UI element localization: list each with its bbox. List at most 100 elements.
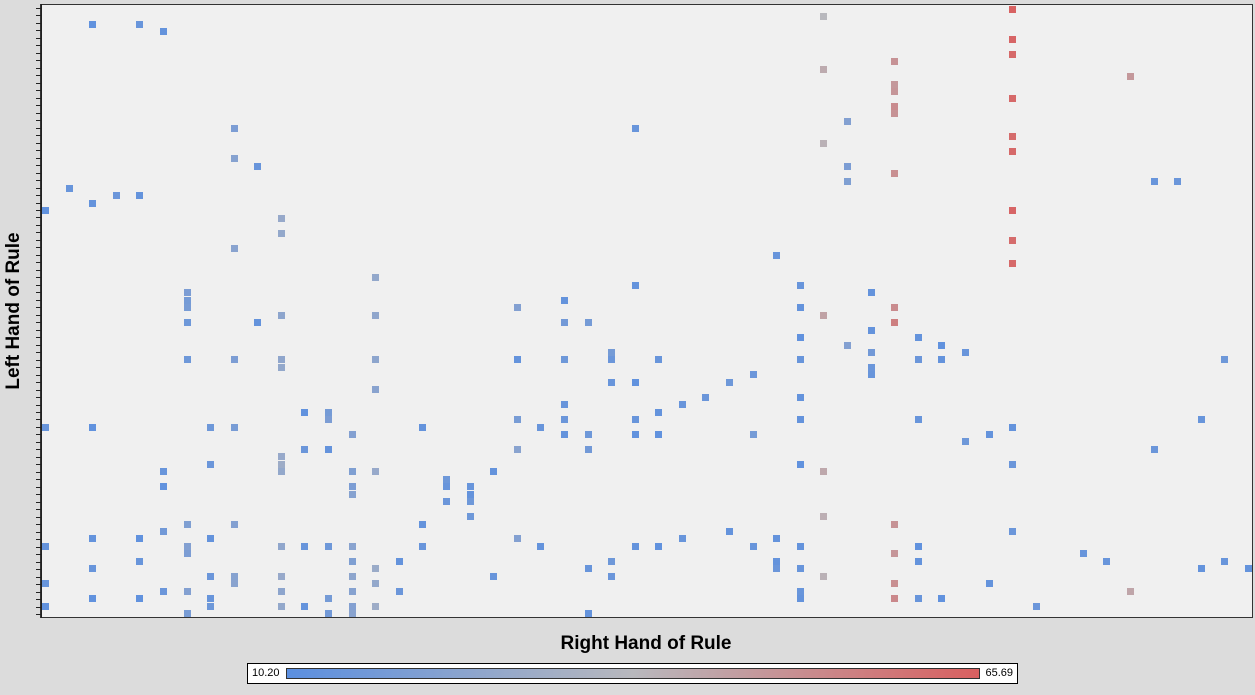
heatmap-cell [372, 386, 380, 394]
heatmap-cell [136, 595, 144, 603]
y-axis-tick [36, 105, 41, 107]
heatmap-cell [608, 349, 616, 356]
heatmap-cell [891, 88, 899, 96]
heatmap-cell [773, 565, 781, 573]
x-axis-label: Right Hand of Rule [560, 633, 732, 654]
y-axis-tick [36, 195, 41, 197]
heatmap-cell [938, 595, 946, 603]
y-axis-tick [36, 292, 41, 294]
heatmap-cell [631, 431, 639, 439]
heatmap-cell [372, 468, 380, 476]
heatmap-cell [891, 170, 899, 178]
heatmap-cell [985, 580, 993, 588]
heatmap-cell [891, 520, 899, 528]
heatmap-cell [348, 610, 356, 617]
heatmap-cell [820, 311, 828, 319]
y-axis-tick [36, 606, 41, 608]
heatmap-cell [1009, 147, 1017, 155]
y-axis-tick [36, 30, 41, 32]
y-axis-tick [36, 554, 41, 556]
y-axis-tick [36, 494, 41, 496]
heatmap-cell [395, 587, 403, 595]
heatmap-cell [466, 490, 474, 498]
heatmap-cell [159, 527, 167, 535]
heatmap-plot-area [40, 4, 1253, 618]
y-axis-tick [36, 449, 41, 451]
heatmap-cell [678, 535, 686, 543]
heatmap-cell [89, 199, 97, 207]
heatmap-cell [844, 177, 851, 185]
heatmap-cell [891, 102, 899, 110]
heatmap-cell [914, 356, 922, 364]
heatmap-cell [443, 498, 450, 506]
heatmap-cell [867, 289, 875, 297]
heatmap-cell [1009, 35, 1017, 43]
heatmap-cell [914, 416, 922, 424]
heatmap-cell [443, 475, 450, 483]
heatmap-cell [796, 356, 804, 364]
heatmap-cell [348, 483, 356, 491]
heatmap-cell [560, 401, 568, 409]
y-axis-tick [36, 584, 41, 586]
y-axis-tick [36, 486, 41, 488]
heatmap-cell [277, 356, 285, 364]
heatmap-cell [1127, 73, 1135, 81]
heatmap-cell [230, 356, 238, 364]
y-axis-tick [36, 471, 41, 473]
heatmap-cell [42, 580, 49, 588]
y-axis-tick [36, 344, 41, 346]
y-axis-tick [36, 561, 41, 563]
heatmap-cell [513, 304, 521, 312]
heatmap-cell [1009, 259, 1017, 267]
y-axis-tick [36, 374, 41, 376]
heatmap-cell [655, 356, 663, 364]
y-axis-tick [36, 277, 41, 279]
color-scale-max-label: 65.69 [985, 667, 1013, 679]
heatmap-cell [325, 408, 333, 416]
heatmap-cell [891, 304, 899, 312]
heatmap-cell [372, 274, 380, 282]
y-axis-tick [36, 441, 41, 443]
y-axis-tick [36, 404, 41, 406]
heatmap-cell [891, 550, 899, 558]
heatmap-cell [631, 378, 639, 386]
heatmap-cell [277, 311, 285, 319]
heatmap-cell [584, 565, 592, 573]
heatmap-cell [820, 13, 828, 21]
heatmap-cell [584, 610, 592, 617]
heatmap-cell [678, 401, 686, 409]
heatmap-cell [395, 557, 403, 565]
heatmap-cell [230, 580, 238, 588]
heatmap-cell [1103, 557, 1111, 565]
heatmap-cell [207, 602, 215, 610]
heatmap-cell [796, 542, 804, 550]
heatmap-cell [560, 356, 568, 364]
heatmap-cell [796, 393, 804, 401]
heatmap-cell [183, 289, 191, 297]
heatmap-cell [183, 520, 191, 528]
heatmap-cell [89, 565, 97, 573]
heatmap-cell [89, 535, 97, 543]
y-axis-tick [36, 60, 41, 62]
heatmap-cell [820, 468, 828, 476]
heatmap-cell [820, 513, 828, 521]
heatmap-cell [325, 542, 333, 550]
y-axis-tick [36, 397, 41, 399]
heatmap-cell [136, 535, 144, 543]
heatmap-cell [1150, 177, 1158, 185]
heatmap-cell [230, 423, 238, 431]
heatmap-cell [277, 542, 285, 550]
heatmap-cell [372, 602, 380, 610]
heatmap-cell [608, 378, 616, 386]
heatmap-cell [1079, 550, 1087, 558]
color-scale-min-label: 10.20 [252, 667, 280, 679]
y-axis-tick [36, 224, 41, 226]
heatmap-cell [207, 460, 215, 468]
heatmap-cell [608, 356, 616, 364]
heatmap-cell [608, 557, 616, 565]
heatmap-cell [348, 602, 356, 610]
y-axis-tick [36, 239, 41, 241]
heatmap-cell [773, 535, 781, 543]
heatmap-cell [749, 431, 757, 439]
heatmap-cell [796, 587, 804, 595]
